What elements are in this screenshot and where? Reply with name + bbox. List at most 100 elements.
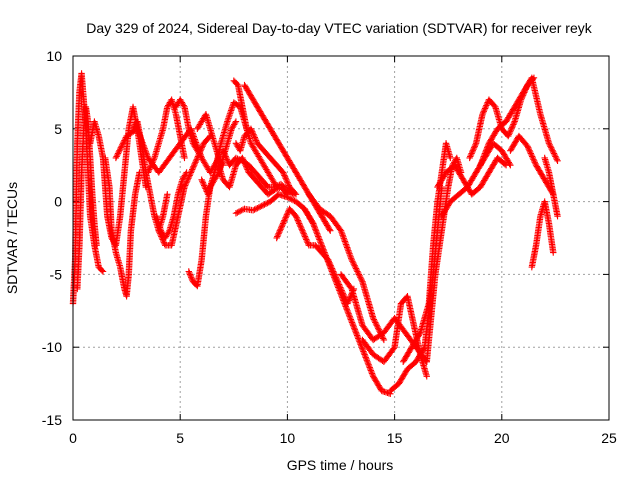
data-point [223, 154, 230, 162]
data-point [526, 147, 533, 154]
data-point [119, 140, 127, 147]
data-point [120, 138, 127, 146]
data-point [359, 346, 367, 354]
data-point [149, 159, 156, 166]
data-point [164, 191, 171, 198]
data-point [238, 207, 245, 214]
data-point [342, 239, 349, 247]
data-point [309, 218, 316, 226]
data-point [531, 159, 538, 166]
data-point [336, 287, 343, 294]
data-point [279, 221, 286, 229]
x-axis-label: GPS time / hours [287, 457, 394, 473]
data-point [554, 157, 561, 165]
series-t34 [541, 154, 561, 220]
data-point [336, 226, 344, 233]
data-point [276, 227, 284, 234]
data-point [349, 259, 357, 266]
data-point [356, 272, 363, 280]
data-point [121, 137, 128, 144]
data-point [182, 180, 189, 188]
data-point [481, 106, 488, 114]
data-point [294, 217, 302, 224]
data-point [327, 227, 334, 234]
data-point [322, 252, 329, 259]
data-point [483, 100, 491, 108]
data-point [333, 279, 340, 287]
x-tick-label: 10 [280, 430, 296, 446]
data-point [362, 354, 369, 361]
data-point [332, 278, 340, 285]
data-point [281, 172, 288, 179]
data-point [347, 314, 354, 322]
data-point [224, 157, 231, 165]
data-point [364, 358, 371, 365]
data-point [524, 144, 532, 151]
data-point [121, 135, 129, 143]
data-point [341, 236, 348, 244]
data-point [231, 119, 239, 127]
data-point [187, 272, 194, 280]
data-point [527, 150, 535, 157]
data-point [232, 210, 240, 217]
data-point [181, 183, 188, 191]
data-point [321, 249, 328, 256]
data-point [351, 262, 358, 269]
data-point [346, 295, 353, 303]
data-point [506, 160, 513, 168]
data-point [321, 250, 329, 258]
data-point [550, 150, 558, 157]
data-point [112, 154, 120, 162]
data-point [529, 154, 537, 162]
data-point [479, 156, 486, 163]
data-point [360, 348, 367, 355]
data-point [303, 236, 310, 243]
data-point [219, 147, 227, 154]
data-point [345, 310, 352, 317]
data-point [552, 154, 560, 162]
data-point [482, 103, 489, 111]
data-point [353, 266, 360, 274]
data-point [146, 166, 153, 173]
data-point [316, 237, 324, 245]
data-point [530, 156, 537, 163]
data-point [483, 102, 490, 109]
data-point [113, 153, 120, 160]
data-point [252, 135, 259, 143]
data-point [254, 204, 261, 212]
series-t21 [301, 205, 394, 397]
data-point [342, 303, 349, 310]
data-point [372, 319, 379, 326]
data-point [351, 326, 359, 333]
data-point [329, 269, 336, 277]
data-point [237, 207, 244, 215]
data-point [280, 170, 287, 178]
data-point [185, 173, 193, 181]
data-point [481, 105, 489, 112]
data-point [283, 212, 290, 220]
series-t9 [155, 132, 214, 249]
data-point [156, 228, 163, 236]
data-point [338, 230, 346, 237]
data-point [380, 336, 388, 344]
data-point [235, 208, 243, 215]
data-point [199, 143, 206, 150]
data-point [219, 160, 226, 167]
data-point [352, 265, 360, 272]
data-point [282, 175, 289, 182]
data-point [191, 160, 198, 167]
data-point [309, 220, 317, 227]
data-point [283, 176, 290, 183]
data-point [358, 344, 365, 351]
data-point [341, 238, 349, 245]
data-point [303, 237, 311, 245]
data-point [478, 157, 486, 165]
data-point [339, 232, 346, 239]
data-point [528, 151, 535, 159]
data-point [353, 330, 360, 338]
data-point [252, 137, 260, 144]
data-point [390, 345, 397, 352]
data-point [117, 144, 125, 151]
data-point [373, 322, 380, 329]
